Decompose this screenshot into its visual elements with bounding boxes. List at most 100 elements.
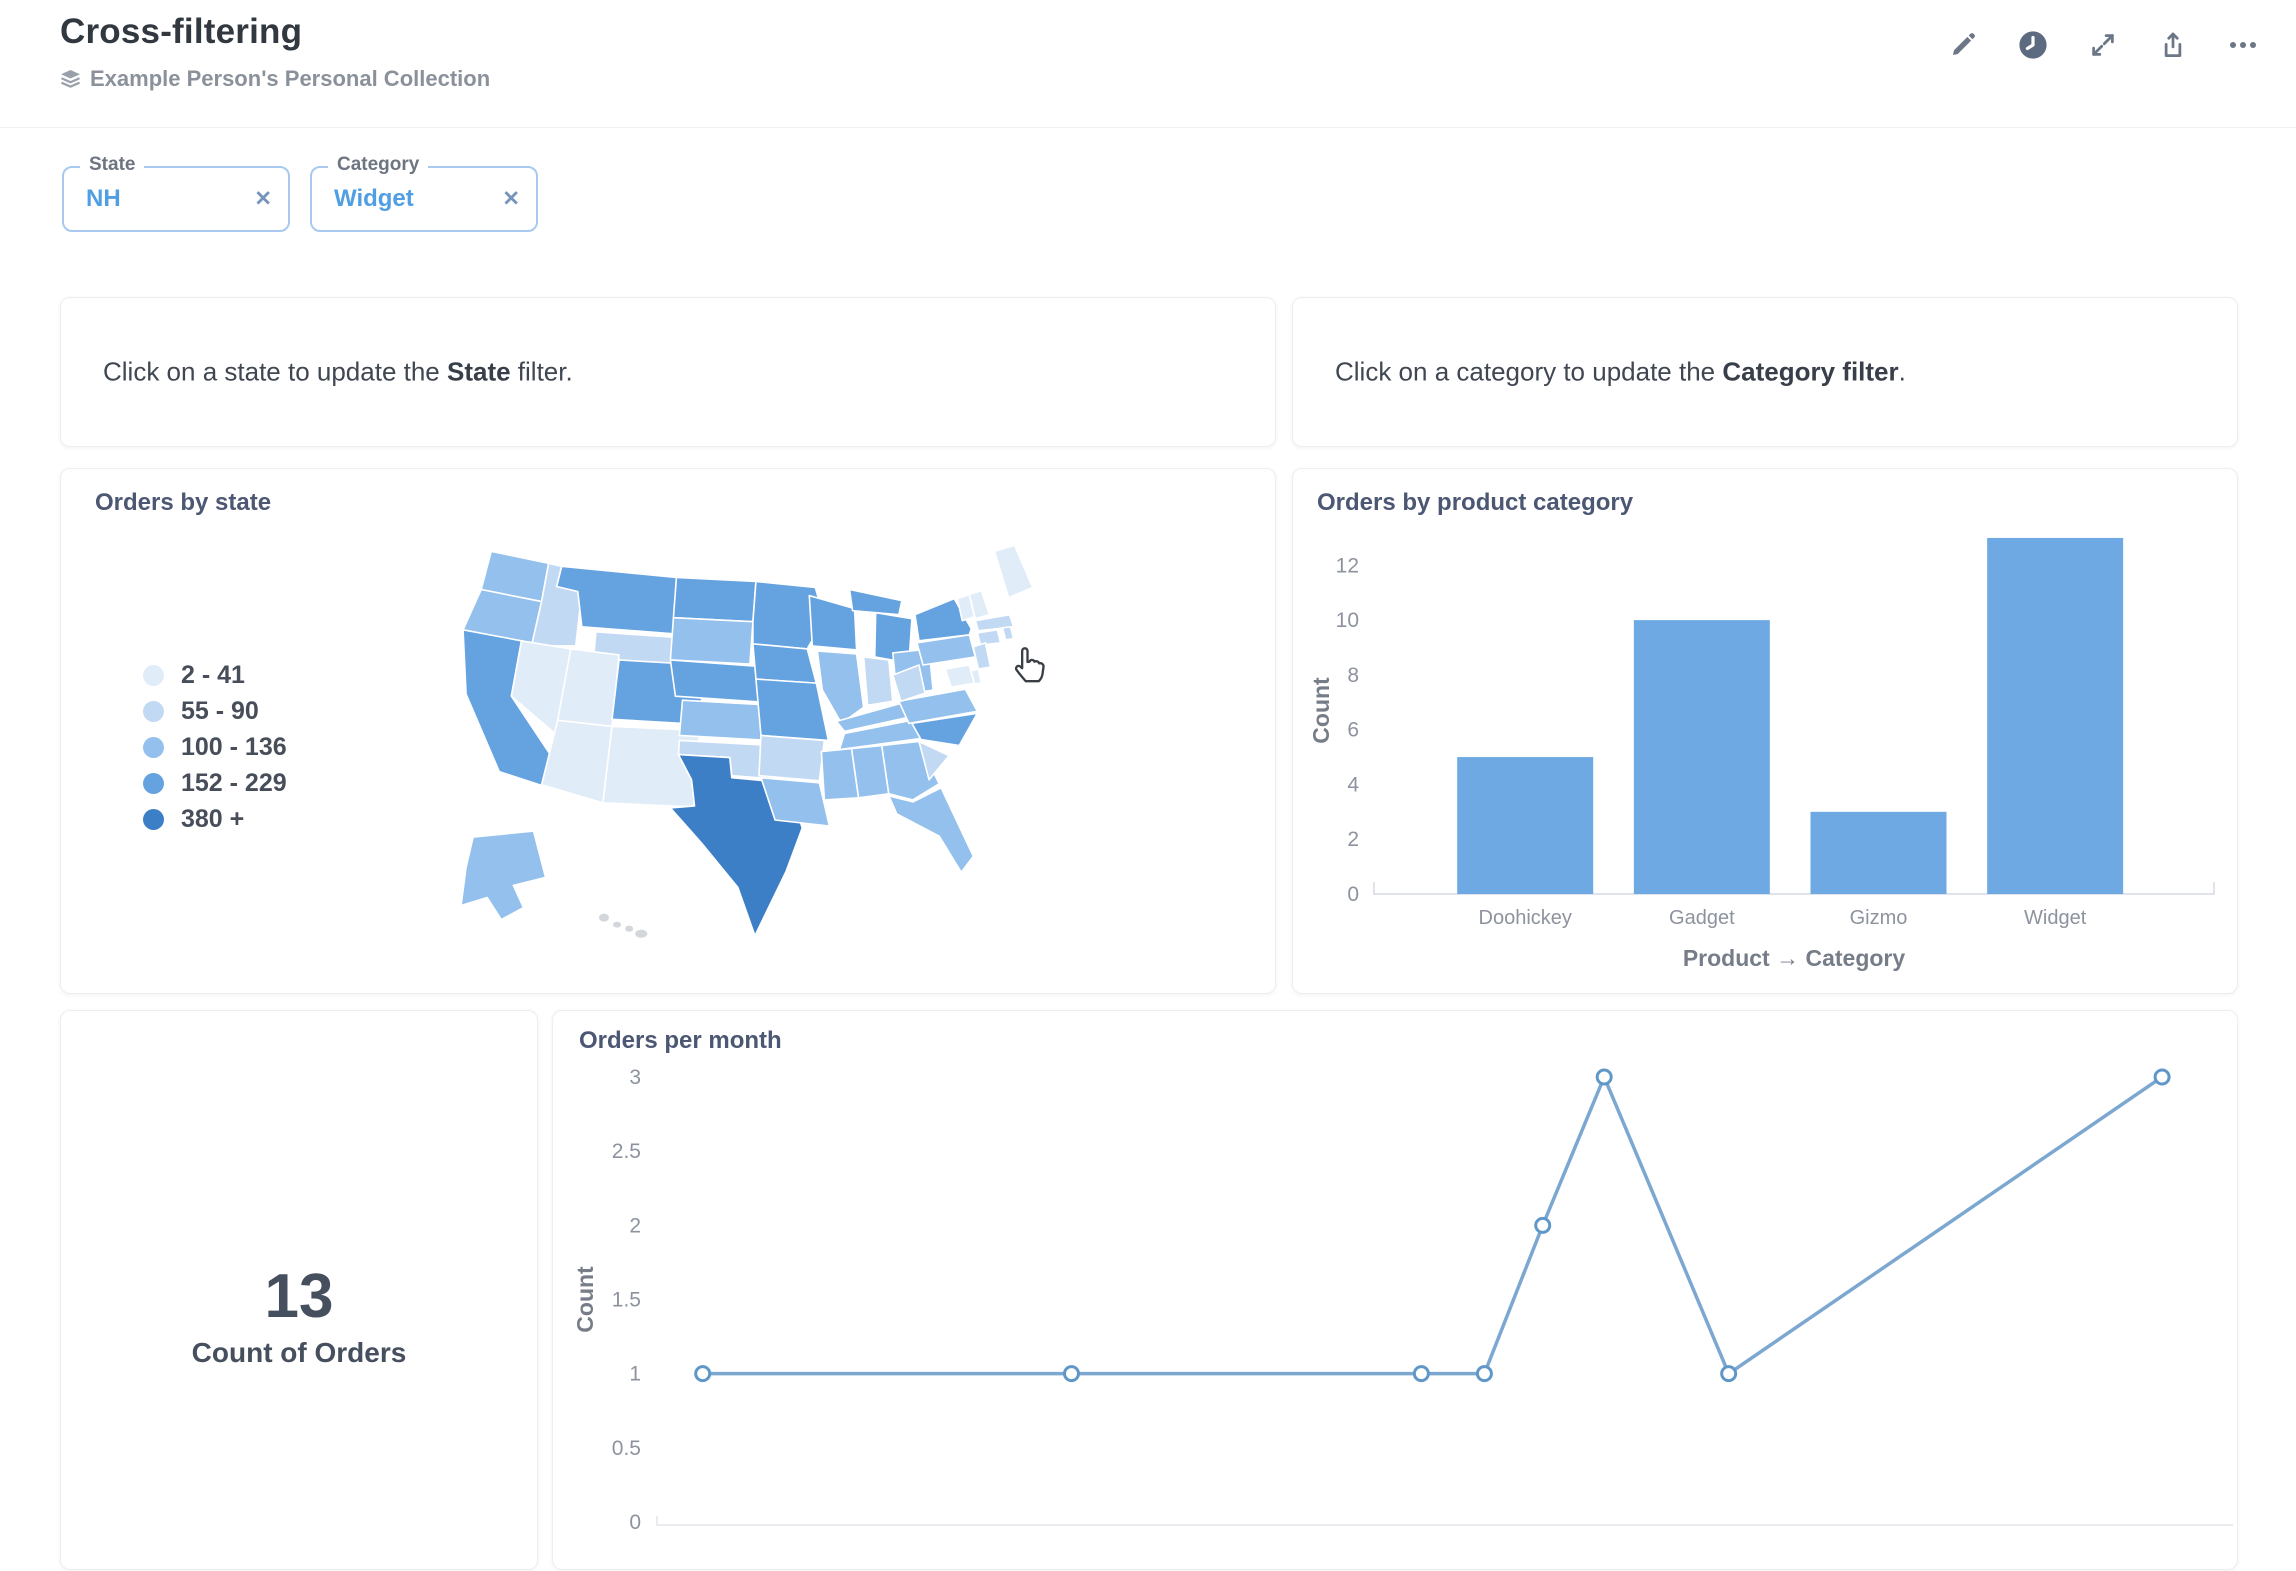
header-divider — [0, 127, 2296, 128]
category-filter-label: Category — [328, 154, 429, 176]
x-axis-line — [656, 1516, 2233, 1526]
data-point[interactable] — [694, 1365, 712, 1383]
data-point[interactable] — [1595, 1068, 1613, 1086]
bar-widget[interactable] — [1987, 537, 2124, 894]
legend-item: 55 - 90 — [143, 693, 287, 729]
orders-by-category-card: Orders by product category 0 2 4 6 8 10 12 Dooh… — [1292, 468, 2238, 994]
state-filter[interactable]: State NH ✕ — [62, 154, 290, 232]
state-ME[interactable] — [993, 544, 1034, 599]
expand-icon — [2092, 34, 2114, 56]
state-MO[interactable] — [755, 678, 830, 742]
bar-chart-title: Orders by product category — [1317, 489, 1634, 516]
state-RI[interactable] — [1001, 625, 1015, 641]
share-button[interactable] — [2156, 28, 2190, 62]
state-NE[interactable] — [669, 659, 768, 704]
y-tick-label: 2.5 — [612, 1140, 641, 1163]
y-tick-label: 0.5 — [612, 1437, 641, 1460]
legend-item: 152 - 229 — [143, 765, 287, 801]
state-HI[interactable] — [598, 913, 648, 938]
state-filter-value[interactable]: NH — [86, 185, 121, 212]
state-FL[interactable] — [887, 786, 975, 874]
state-SC[interactable] — [918, 740, 950, 781]
data-point[interactable] — [1475, 1365, 1493, 1383]
text-card-category: Click on a category to update the Catego… — [1292, 297, 2238, 447]
y-tick-label: 1 — [629, 1363, 641, 1386]
state-NC[interactable] — [911, 712, 979, 747]
state-SD[interactable] — [669, 616, 754, 665]
legend-label: 380 + — [181, 804, 245, 833]
state-AZ[interactable] — [540, 719, 613, 804]
line-series — [702, 1075, 2164, 1376]
x-tick-label: Gizmo — [1850, 907, 1908, 929]
category-filter-value[interactable]: Widget — [334, 185, 414, 212]
data-point[interactable] — [1412, 1365, 1430, 1383]
bar-gizmo[interactable] — [1810, 811, 1947, 894]
state-LA[interactable] — [760, 776, 831, 827]
state-MI-upper[interactable] — [848, 588, 903, 616]
fullscreen-button[interactable] — [2086, 28, 2120, 62]
state-IN[interactable] — [862, 656, 894, 707]
data-point[interactable] — [2153, 1068, 2171, 1086]
legend-swatch-icon — [143, 808, 164, 830]
data-point[interactable] — [1534, 1216, 1552, 1234]
state-NH[interactable] — [968, 589, 991, 620]
text-card-state: Click on a state to update the State fil… — [60, 297, 1276, 447]
legend-label: 152 - 229 — [181, 768, 287, 797]
breadcrumb[interactable]: Example Person's Personal Collection — [60, 66, 490, 92]
scalar-value[interactable]: 13 — [264, 1262, 334, 1331]
map-legend: 2 - 41 55 - 90 100 - 136 152 - 229 380 + — [143, 657, 287, 837]
scalar-label: Count of Orders — [191, 1337, 407, 1368]
more-options-button[interactable] — [2226, 28, 2260, 62]
state-WV[interactable] — [892, 664, 926, 703]
x-tick-label: Gadget — [1669, 907, 1735, 929]
state-MD[interactable] — [944, 664, 976, 688]
ellipsis-icon — [2230, 42, 2256, 48]
y-tick-label: 0 — [1347, 883, 1359, 906]
state-CT[interactable] — [976, 628, 1002, 646]
state-AK[interactable] — [460, 830, 547, 921]
category-filter[interactable]: Category Widget ✕ — [310, 154, 538, 232]
y-tick-label: 6 — [1347, 719, 1359, 742]
y-tick-label: 8 — [1347, 664, 1359, 687]
state-NY[interactable] — [914, 597, 973, 642]
line-chart-title: Orders per month — [579, 1027, 782, 1054]
state-NJ[interactable] — [972, 642, 992, 670]
legend-swatch-icon — [143, 736, 164, 758]
x-tick-label: Widget — [2024, 907, 2087, 929]
x-axis-title: Product → Category — [1683, 945, 1906, 971]
category-filter-clear-icon[interactable]: ✕ — [502, 187, 520, 211]
edit-button[interactable] — [1946, 28, 1980, 62]
y-tick-label: 2 — [629, 1214, 641, 1237]
state-ND[interactable] — [672, 576, 757, 623]
legend-swatch-icon — [143, 700, 164, 722]
bar-doohickey[interactable] — [1457, 757, 1594, 894]
text-prefix: Click on a state to update the — [103, 356, 447, 387]
y-axis-title: Count — [1308, 677, 1334, 744]
collection-name[interactable]: Example Person's Personal Collection — [90, 66, 491, 91]
state-WI[interactable] — [808, 594, 858, 651]
state-VA[interactable] — [898, 688, 979, 725]
x-axis-line — [1373, 882, 2215, 895]
state-IL[interactable] — [816, 650, 865, 725]
bar-gadget[interactable] — [1633, 620, 1770, 894]
legend-label: 100 - 136 — [181, 732, 287, 761]
page-title: Cross-filtering — [60, 12, 303, 51]
data-point[interactable] — [1062, 1365, 1080, 1383]
dashboard-actions — [1946, 28, 2260, 62]
us-choropleth-map[interactable] — [453, 533, 1077, 951]
state-filter-clear-icon[interactable]: ✕ — [254, 187, 272, 211]
text-card-state-content: Click on a state to update the State fil… — [103, 357, 573, 388]
collection-icon — [61, 69, 80, 88]
legend-swatch-icon — [143, 664, 164, 686]
auto-refresh-button[interactable] — [2016, 28, 2050, 62]
state-IA[interactable] — [752, 643, 818, 684]
state-AR[interactable] — [758, 734, 826, 782]
x-tick-label: Doohickey — [1479, 907, 1572, 929]
y-tick-label: 4 — [1347, 773, 1359, 796]
bar-chart: 0 2 4 6 8 10 12 Doohickey Gadget Gizmo Widget Produ… — [1308, 537, 2215, 971]
state-MA[interactable] — [974, 613, 1015, 632]
text-card-category-content: Click on a category to update the Catego… — [1335, 357, 1906, 388]
data-point[interactable] — [1720, 1365, 1738, 1383]
pencil-icon — [1953, 33, 1975, 55]
map-card-title: Orders by state — [95, 489, 272, 516]
